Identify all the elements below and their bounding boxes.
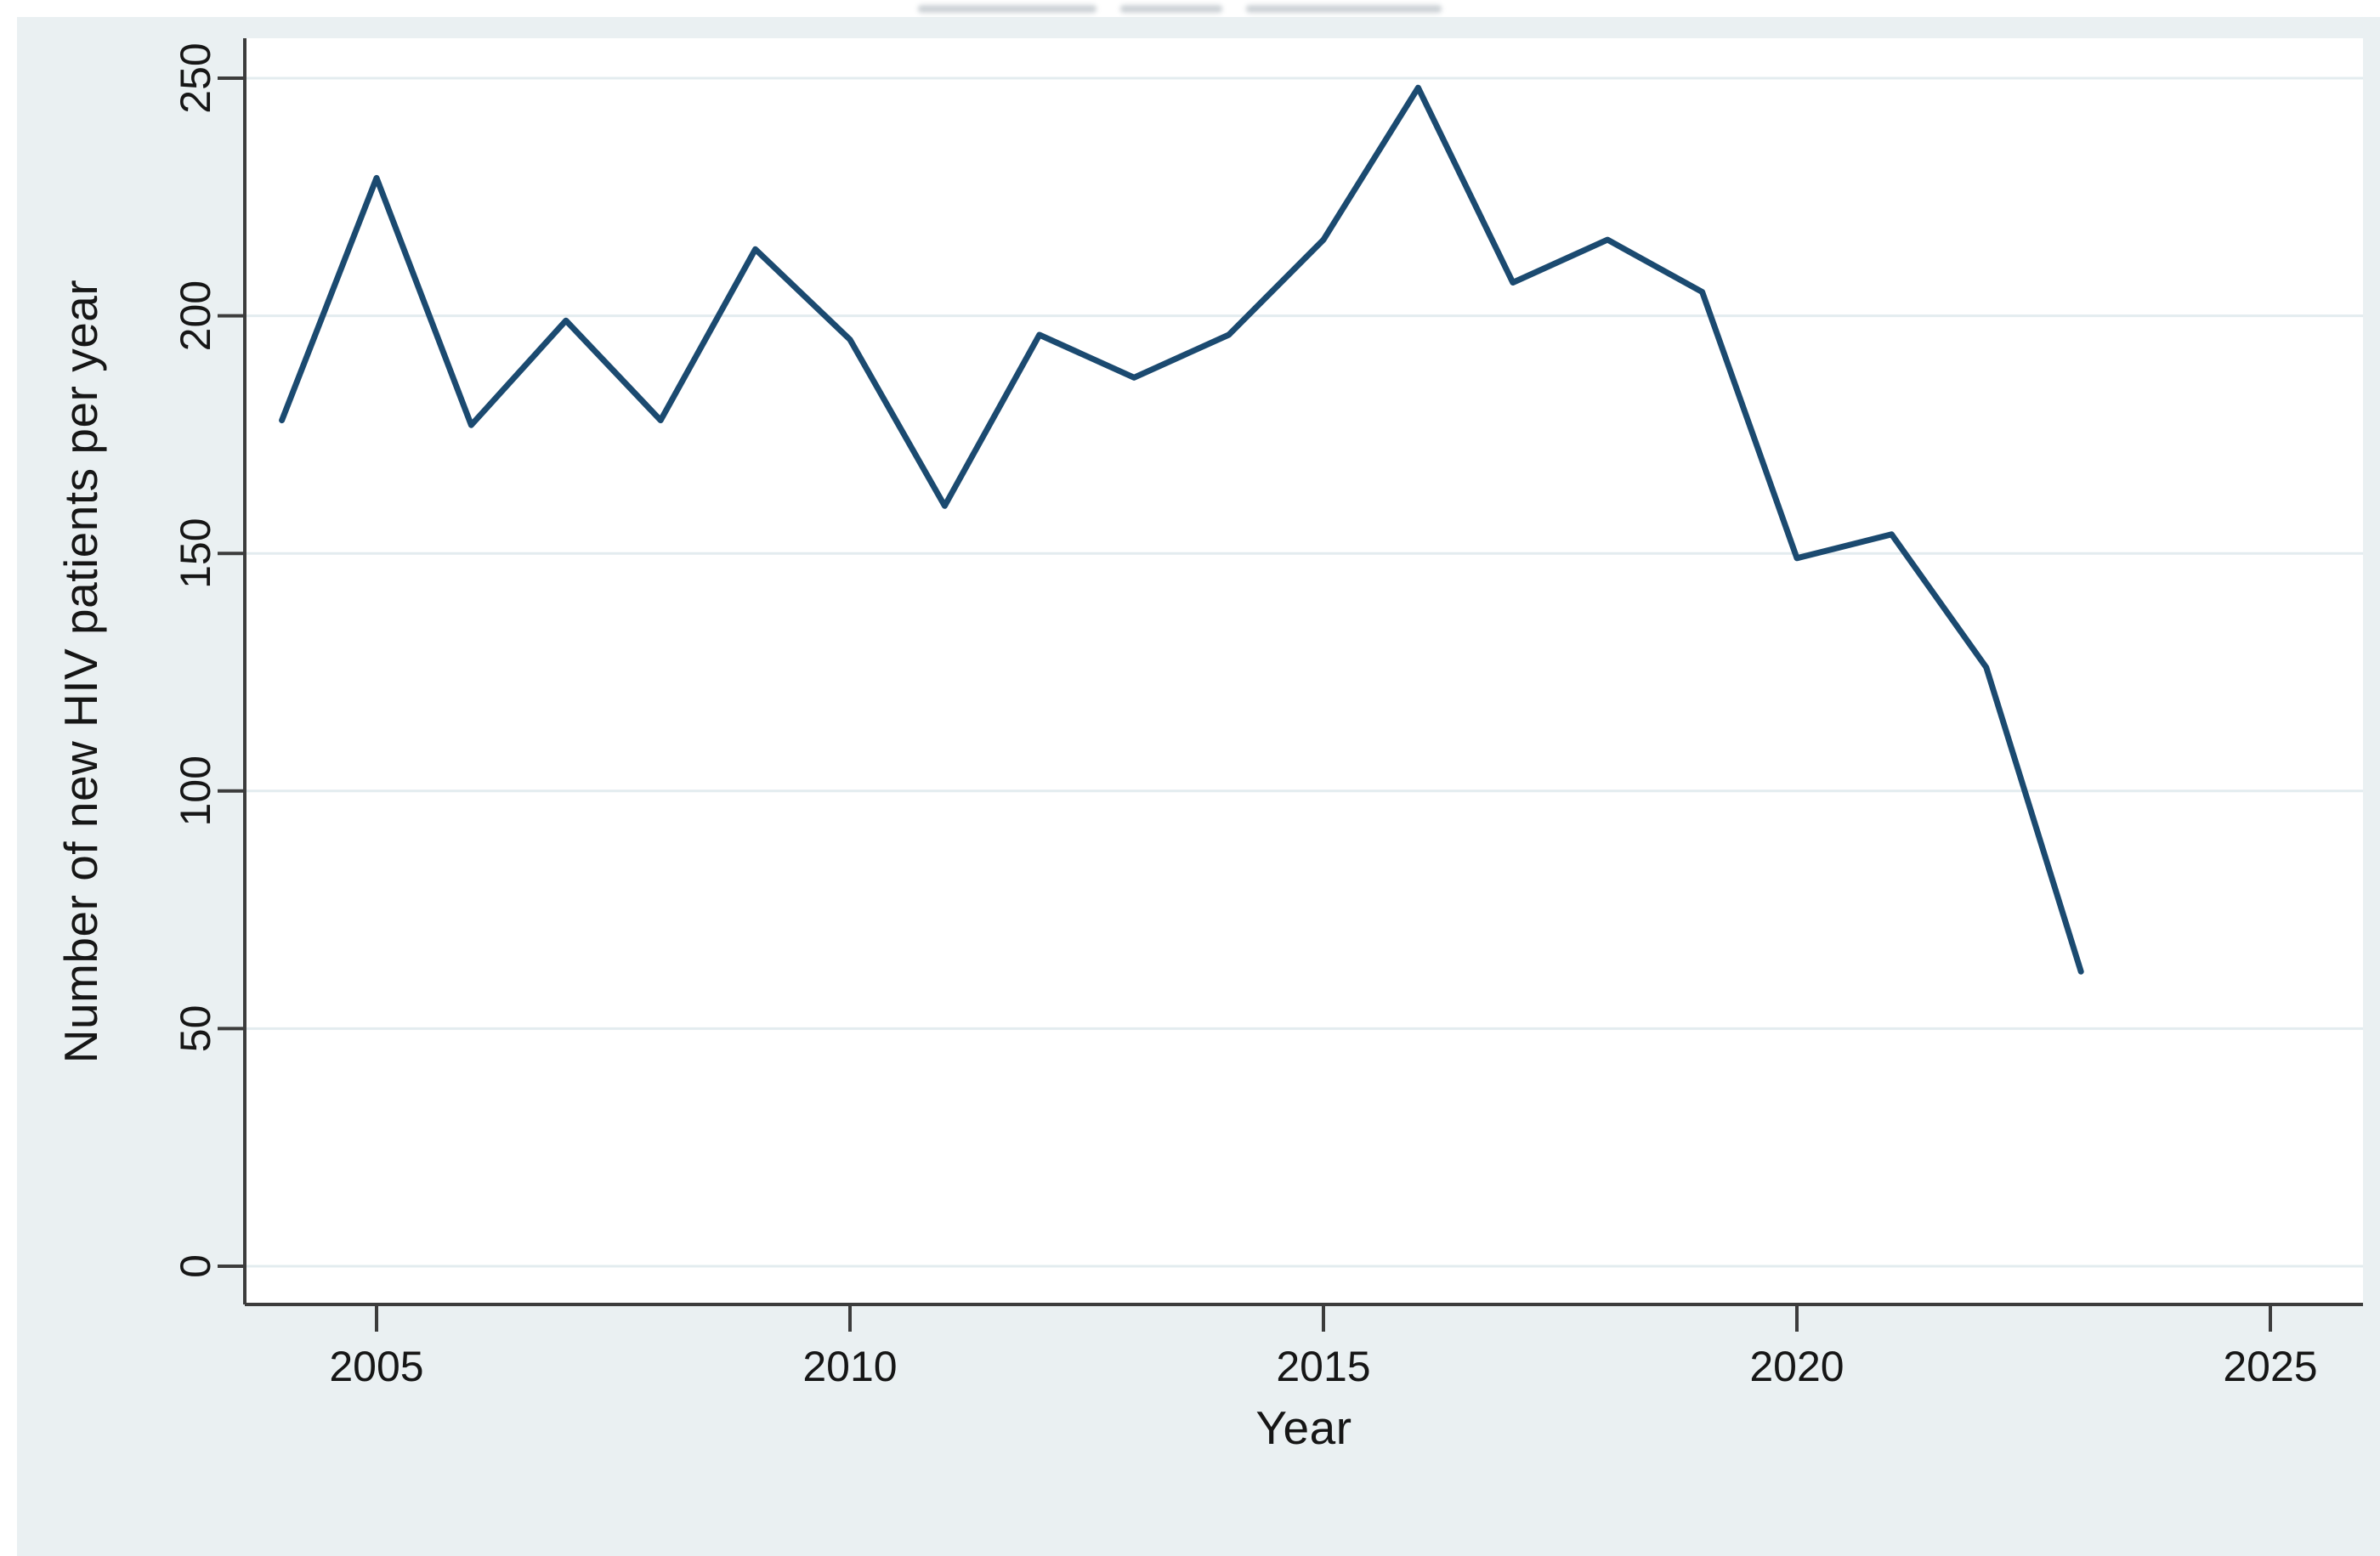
plot-region [245, 38, 2363, 1304]
y-tick-label: 200 [172, 280, 219, 351]
x-tick-label: 2015 [1276, 1343, 1370, 1390]
y-tick-label: 250 [172, 42, 219, 113]
cropped-title-remnant [918, 2, 1513, 15]
x-tick-label: 2005 [329, 1343, 423, 1390]
data-line-new-hiv-patients [279, 84, 2084, 975]
cropped-title-fragment [918, 4, 1096, 13]
y-axis-title: Number of new HIV patients per year [54, 279, 107, 1064]
y-tick-label: 50 [172, 1005, 219, 1053]
cropped-title-fragment [1120, 4, 1222, 13]
y-tick-label: 150 [172, 518, 219, 588]
cropped-title-fragment [1246, 4, 1442, 13]
x-tick-label: 2025 [2223, 1343, 2317, 1390]
y-tick-label: 0 [172, 1254, 219, 1278]
x-tick-label: 2020 [1749, 1343, 1844, 1390]
x-axis-title: Year [1255, 1401, 1352, 1454]
x-tick-label: 2010 [802, 1343, 897, 1390]
y-tick-label: 100 [172, 755, 219, 826]
